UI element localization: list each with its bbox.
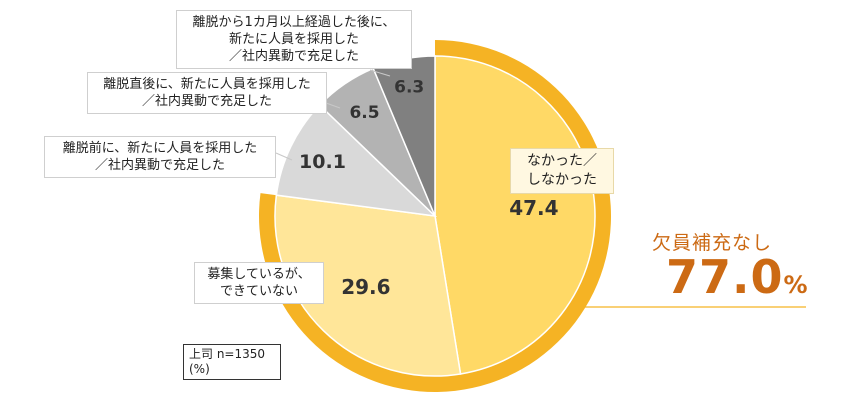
sample-note-line2: (%) [189, 362, 210, 376]
pie-slice-2 [274, 194, 462, 377]
label-mae-line1: 離脱前に、新たに人員を採用した [62, 141, 258, 156]
sample-note: 上司 n=1350 (%) [183, 344, 281, 380]
label-ikkagetsu-line3: ／社内異動で充足した [228, 49, 359, 64]
label-boshu-line1: 募集しているが、 [207, 267, 311, 282]
callout-leader-chokugo [325, 102, 341, 109]
pie-slice-1 [434, 55, 596, 375]
pie-value-label-4: 6.5 [349, 103, 379, 123]
pie-value-label-3: 10.1 [299, 151, 346, 173]
label-boshu-callout: 募集しているが、 できていない [194, 262, 324, 304]
label-ikkagetsu-line1: 離脱から1カ月以上経過した後に、 [192, 15, 396, 30]
label-nakatta-line2: しなかった [527, 172, 597, 188]
label-chokugo-callout: 離脱直後に、新たに人員を採用した ／社内異動で充足した [87, 72, 327, 114]
pie-value-label-1: 47.4 [509, 196, 558, 220]
label-chokugo-line2: ／社内異動で充足した [141, 94, 272, 109]
label-nakatta-line1: なかった／ [527, 153, 597, 169]
label-ikkagetsu-callout: 離脱から1カ月以上経過した後に、 新たに人員を採用した ／社内異動で充足した [176, 10, 412, 69]
summary-label: 欠員補充なし [652, 232, 773, 254]
label-nakatta-callout: なかった／ しなかった [510, 148, 614, 194]
callout-leader-mae [275, 152, 293, 161]
sample-note-line1: 上司 n=1350 [189, 347, 266, 361]
pie-value-label-5: 6.3 [394, 77, 424, 97]
summary-value: 77.0% [666, 250, 808, 304]
label-mae-callout: 離脱前に、新たに人員を採用した ／社内異動で充足した [44, 136, 276, 178]
pie-value-label-2: 29.6 [341, 275, 390, 299]
label-mae-line2: ／社内異動で充足した [94, 158, 225, 173]
label-ikkagetsu-line2: 新たに人員を採用した [228, 32, 359, 47]
callout-leader-ikkagetsu [369, 69, 391, 77]
value-labels: 47.4 29.6 10.1 6.5 6.3 [299, 77, 559, 299]
label-chokugo-line1: 離脱直後に、新たに人員を採用した [103, 77, 311, 92]
summary-unit: % [783, 271, 808, 299]
label-boshu-line2: できていない [219, 284, 298, 299]
summary-number: 77.0 [666, 250, 784, 304]
